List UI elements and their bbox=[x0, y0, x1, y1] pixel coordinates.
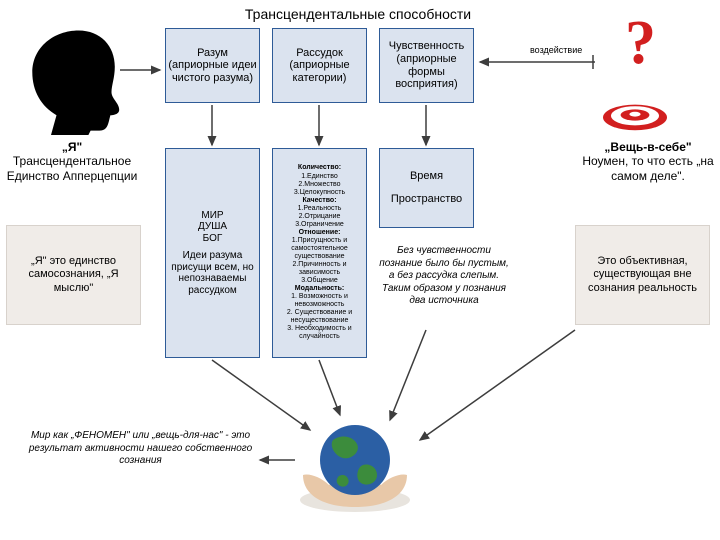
earth-hands-icon bbox=[295, 405, 415, 515]
left-label: „Я" Трансцендентальное Единство Апперцеп… bbox=[2, 140, 142, 183]
box-razum-body: (априорные идеи чистого разума) bbox=[168, 59, 257, 84]
left-quote: „Я" это единство самосознания, „Я мыслю" bbox=[6, 225, 141, 325]
left-label-body: Трансцендентальное Единство Апперцепции bbox=[7, 154, 138, 182]
cat-item: 2.Причинность и зависимость bbox=[275, 261, 364, 277]
page-title: Трансцендентальные способности bbox=[188, 6, 528, 22]
box-rassudok-title: Рассудок bbox=[275, 47, 364, 60]
box-time-space: Время Пространство bbox=[379, 148, 474, 228]
right-label-body: Ноумен, то что есть „на самом деле". bbox=[582, 154, 713, 182]
box-rassudok: Рассудок (априорные категории) bbox=[272, 28, 367, 103]
box-ideas: МИР ДУША БОГ Идеи разума присущи всем, н… bbox=[165, 148, 260, 358]
bottom-note: Мир как „ФЕНОМЕН" или „вещь-для-нас" - э… bbox=[28, 430, 253, 468]
cat-item: 3.Общение bbox=[275, 277, 364, 285]
box-chuv-title: Чувственность bbox=[382, 40, 471, 53]
cat-heading: Количество: bbox=[275, 164, 364, 172]
cat-item: 2.Множество bbox=[275, 181, 364, 189]
right-quote: Это объективная, существующая вне сознан… bbox=[575, 225, 710, 325]
cat-item: 1.Присущность и самостоятельное существо… bbox=[275, 237, 364, 261]
question-mark-icon: ? bbox=[625, 8, 685, 79]
box-razum-title: Разум bbox=[168, 47, 257, 60]
cat-item: 2.Отрицание bbox=[275, 213, 364, 221]
note-two-sources: Без чувственности познание было бы пусты… bbox=[379, 245, 509, 308]
cat-item: 3.Ограничение bbox=[275, 221, 364, 229]
cat-item: 3.Целокупность bbox=[275, 189, 364, 197]
cat-item: 1.Реальность bbox=[275, 205, 364, 213]
line-time: Время bbox=[382, 170, 471, 183]
right-label: „Вещь-в-себе" Ноумен, то что есть „на са… bbox=[578, 140, 718, 183]
cat-heading: Качество: bbox=[275, 197, 364, 205]
cat-item: 1. Возможность и невозможность bbox=[275, 293, 364, 309]
box-chuv-body: (априорные формы восприятия) bbox=[382, 53, 471, 91]
box-categories: Количество:1.Единство2.Множество3.Целоку… bbox=[272, 148, 367, 358]
cat-item: 3. Необходимость и случайность bbox=[275, 325, 364, 341]
box-chuv: Чувственность (априорные формы восприяти… bbox=[379, 28, 474, 103]
head-silhouette-icon bbox=[18, 25, 128, 135]
cat-heading: Модальность: bbox=[275, 285, 364, 293]
line-space: Пространство bbox=[382, 193, 471, 206]
right-label-title: „Вещь-в-себе" bbox=[604, 140, 691, 154]
cat-item: 2. Существование и несуществование bbox=[275, 309, 364, 325]
cat-heading: Отношение: bbox=[275, 229, 364, 237]
cat-item: 1.Единство bbox=[275, 173, 364, 181]
box-ideas-title: МИР ДУША БОГ bbox=[168, 210, 257, 245]
box-rassudok-body: (априорные категории) bbox=[275, 59, 364, 84]
impact-label: воздействие bbox=[530, 45, 582, 55]
left-label-title: „Я" bbox=[62, 140, 82, 154]
box-razum: Разум (априорные идеи чистого разума) bbox=[165, 28, 260, 103]
box-ideas-body: Идеи разума присущи всем, но непознаваем… bbox=[168, 250, 257, 296]
